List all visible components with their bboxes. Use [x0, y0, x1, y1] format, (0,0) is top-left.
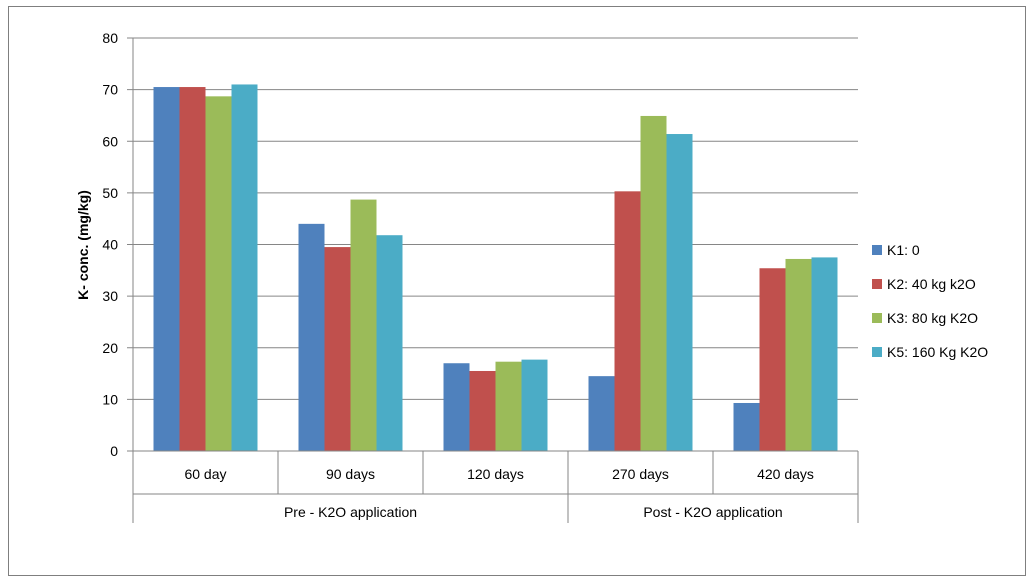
- bar: [324, 247, 351, 451]
- x-tick-label: 60 day: [184, 466, 226, 482]
- x-tick-label: 270 days: [612, 466, 669, 482]
- bar: [153, 87, 180, 451]
- bar: [443, 363, 470, 451]
- y-axis-title: K- conc. (mg/kg): [75, 190, 91, 300]
- bar: [811, 257, 838, 451]
- bar: [205, 96, 232, 452]
- y-tick-label: 40: [102, 237, 118, 253]
- legend-swatch: [872, 245, 882, 255]
- y-tick-label: 0: [110, 443, 118, 459]
- y-tick-label: 80: [102, 30, 118, 46]
- bar: [588, 376, 615, 451]
- legend-label: K2: 40 kg k2O: [887, 276, 976, 292]
- legend: K1: 0 K2: 40 kg k2O K3: 80 kg K2O K5: 160 K…: [872, 242, 988, 360]
- bar: [179, 87, 206, 451]
- y-tick-label: 10: [102, 391, 118, 407]
- bar: [298, 223, 325, 451]
- bar: [666, 134, 693, 451]
- legend-label: K1: 0: [887, 242, 920, 258]
- x-tick-label: 420 days: [757, 466, 814, 482]
- group-label: Pre - K2O application: [284, 504, 417, 520]
- group-label: Post - K2O application: [643, 504, 782, 520]
- bars: [153, 84, 838, 452]
- y-tick-label: 60: [102, 133, 118, 149]
- x-tick-label: 90 days: [326, 466, 375, 482]
- legend-swatch: [872, 313, 882, 323]
- bar: [495, 361, 522, 451]
- bar: [521, 359, 548, 451]
- axes: 0 10 20 30 40 50 60 70 80 60 day 90 days 120 days 27…: [102, 30, 859, 523]
- y-tick-label: 30: [102, 288, 118, 304]
- bar: [350, 199, 377, 451]
- legend-swatch: [872, 279, 882, 289]
- bar: [614, 191, 641, 452]
- bar: [785, 258, 812, 451]
- bar: [733, 402, 760, 451]
- legend-label: K3: 80 kg K2O: [887, 310, 978, 326]
- y-tick-label: 50: [102, 185, 118, 201]
- bar: [759, 268, 786, 451]
- bar: [469, 370, 496, 451]
- y-tick-label: 20: [102, 340, 118, 356]
- y-tick-label: 70: [102, 82, 118, 98]
- bar: [640, 115, 667, 452]
- x-tick-label: 120 days: [467, 466, 524, 482]
- legend-swatch: [872, 347, 882, 357]
- bar: [231, 84, 258, 452]
- bar: [376, 235, 403, 451]
- legend-label: K5: 160 Kg K2O: [887, 344, 988, 360]
